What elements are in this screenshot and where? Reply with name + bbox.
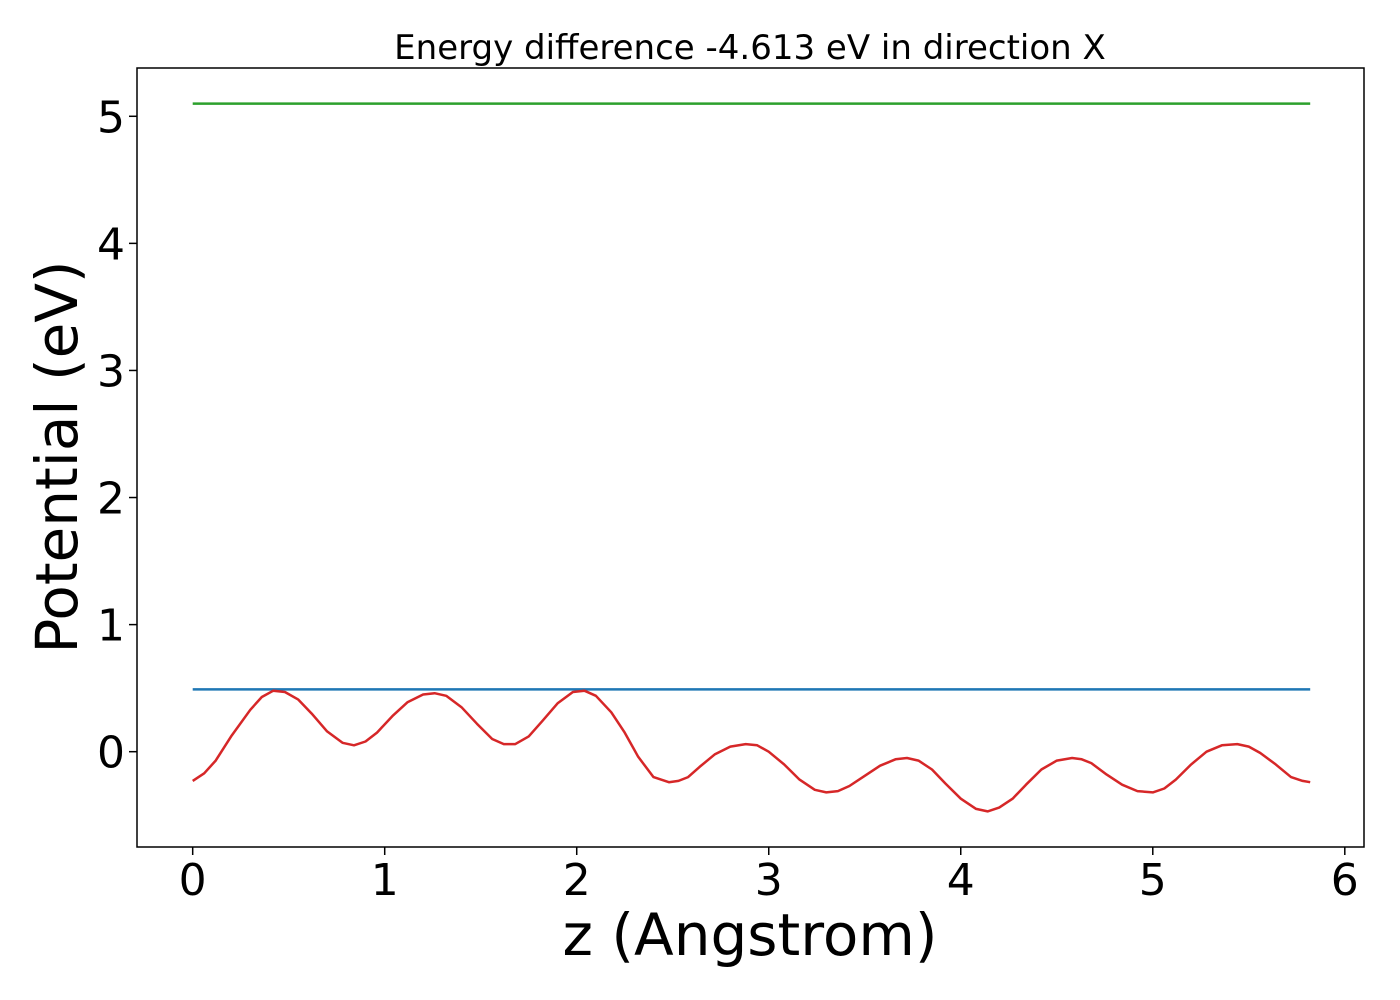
y-axis: 0 1 2 3 4 5	[97, 92, 137, 779]
series-line-3	[192, 689, 1311, 813]
y-tick-label: 2	[97, 474, 125, 525]
x-tick-label: 5	[1139, 855, 1167, 906]
x-tick-label: 1	[371, 855, 399, 906]
x-tick-label: 6	[1331, 855, 1359, 906]
x-axis: 0 1 2 3 4 5 6	[179, 847, 1359, 906]
y-axis-label: Potential (eV)	[23, 260, 91, 653]
plot-frame	[136, 67, 1365, 848]
y-tick-label: 5	[97, 92, 125, 143]
y-tick-label: 4	[97, 219, 125, 270]
chart-title: Energy difference -4.613 eV in direction…	[394, 28, 1106, 68]
y-tick-label: 3	[97, 346, 125, 397]
x-tick-label: 3	[755, 855, 783, 906]
x-tick-label: 0	[179, 855, 207, 906]
y-tick-label: 0	[97, 728, 125, 779]
x-axis-label: z (Angstrom)	[563, 901, 938, 969]
x-tick-label: 2	[563, 855, 591, 906]
y-tick-label: 1	[97, 601, 125, 652]
x-tick-label: 4	[947, 855, 975, 906]
